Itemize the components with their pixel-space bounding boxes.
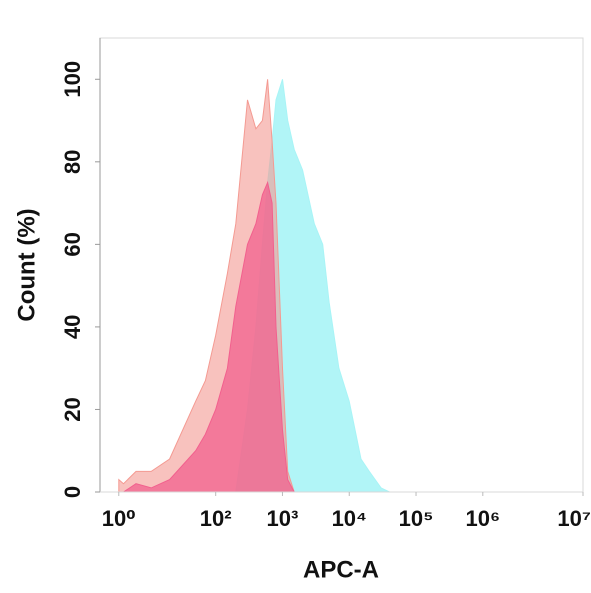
x-tick-label: 10⁵ — [399, 506, 434, 531]
x-tick-label: 10⁶ — [466, 506, 501, 531]
y-tick-label: 40 — [60, 315, 85, 339]
y-tick-label: 20 — [60, 397, 85, 421]
x-tick-label: 10³ — [267, 506, 299, 531]
x-tick-label: 10⁰ — [102, 506, 136, 531]
y-axis-label: Count (%) — [13, 208, 40, 321]
x-tick-label: 10² — [200, 506, 232, 531]
x-axis-label: APC-A — [303, 556, 379, 583]
y-tick-label: 100 — [60, 61, 85, 98]
y-tick-label: 80 — [60, 150, 85, 174]
x-tick-label: 10⁴ — [332, 506, 367, 531]
x-tick-label: 10⁷·⁵ — [557, 506, 591, 531]
y-tick-label: 60 — [60, 232, 85, 256]
y-tick-label: 0 — [60, 486, 85, 498]
